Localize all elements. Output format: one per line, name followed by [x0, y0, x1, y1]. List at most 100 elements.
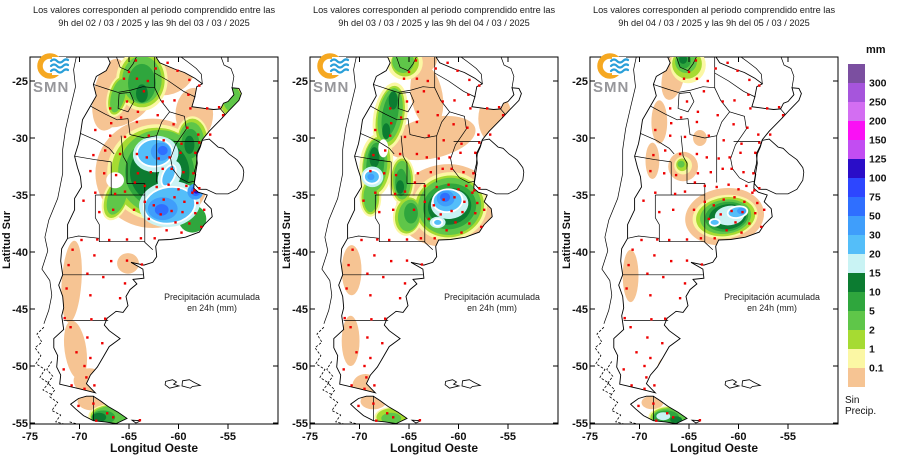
x-axis-title: Longitud Oeste — [110, 441, 198, 455]
map-title-line1: Los valores corresponden al periodo comp… — [593, 5, 835, 15]
legend-swatch-v5 — [848, 292, 865, 311]
map-frame — [29, 56, 279, 425]
logo-wave-icon — [49, 68, 70, 74]
station-dots — [342, 59, 505, 422]
map-svg-2: Los valores corresponden al periodo comp… — [281, 5, 559, 455]
legend-label: 300 — [869, 78, 887, 90]
legend-unit: mm — [866, 44, 886, 56]
smn-logo: SMN — [313, 53, 350, 96]
x-tick-label: -65 — [681, 431, 697, 443]
y-tick-label: -35 — [292, 190, 308, 202]
legend-no-precip-2: Precip. — [845, 406, 876, 417]
x-tick-label: -55 — [780, 431, 796, 443]
x-tick-label: -60 — [451, 431, 467, 443]
y-tick-label: -40 — [572, 247, 588, 259]
axes: -75 -70 -65 -60 -55 -25 -30 -35 -40 -45 -50 -55 Long… — [281, 57, 558, 455]
annotation-line1: Precipitación acumulada — [444, 292, 540, 302]
legend-swatch-v75 — [848, 178, 865, 197]
y-tick-label: -30 — [12, 133, 28, 145]
legend-label: 10 — [869, 287, 881, 299]
map-title-line2: 9h del 02 / 03 / 2025 y las 9h del 03 / … — [58, 18, 250, 28]
y-tick-label: -35 — [12, 190, 28, 202]
y-tick-label: -50 — [292, 361, 308, 373]
x-axis-title: Longitud Oeste — [670, 441, 758, 455]
legend-label: 125 — [869, 154, 887, 166]
y-tick-label: -30 — [292, 133, 308, 145]
legend-label: 50 — [869, 211, 881, 223]
province-borders — [62, 57, 235, 421]
legend-swatch-v300 — [848, 64, 865, 83]
y-tick-label: -50 — [12, 361, 28, 373]
x-tick-label: -60 — [171, 431, 187, 443]
map-svg-1: Los valores corresponden al periodo comp… — [1, 5, 279, 455]
province-borders — [342, 57, 515, 421]
y-tick-label: -45 — [572, 304, 588, 316]
logo-wave-icon — [609, 68, 630, 74]
legend-swatch-v50 — [848, 197, 865, 216]
legend-swatch-v125 — [848, 140, 865, 159]
smn-logo: SMN — [33, 53, 70, 96]
y-tick-label: -45 — [12, 304, 28, 316]
x-tick-label: -55 — [500, 431, 516, 443]
x-tick-label: -65 — [401, 431, 417, 443]
legend-swatch-v20 — [848, 235, 865, 254]
legend-swatch-v100 — [848, 159, 865, 178]
legend-swatch-v30 — [848, 216, 865, 235]
legend-label: 20 — [869, 249, 881, 261]
station-dots — [62, 59, 225, 422]
map-title-line2: 9h del 03 / 03 / 2025 y las 9h del 04 / … — [338, 18, 530, 28]
legend-swatch-v1 — [848, 330, 865, 349]
map-panel-2: Los valores corresponden al periodo comp… — [280, 0, 560, 455]
logo-wave-icon — [609, 58, 630, 64]
legend-label: 5 — [869, 306, 875, 318]
legend-label: 150 — [869, 135, 887, 147]
axes: -75 -70 -65 -60 -55 -25 -30 -35 -40 -45 -50 -55 Long… — [561, 57, 838, 455]
legend-label: 15 — [869, 268, 881, 280]
station-dots — [622, 59, 785, 422]
map-title-line1: Los valores corresponden al periodo comp… — [313, 5, 555, 15]
map-title-line2: 9h del 04 / 03 / 2025 y las 9h del 05 / … — [618, 18, 810, 28]
legend-swatch-v10 — [848, 273, 865, 292]
map-title-line1: Los valores corresponden al periodo comp… — [33, 5, 275, 15]
legend-label: 2 — [869, 325, 875, 337]
y-tick-label: -30 — [572, 133, 588, 145]
y-tick-label: -55 — [292, 418, 308, 430]
annotation-line1: Precipitación acumulada — [724, 292, 820, 302]
legend-label: 1 — [869, 344, 875, 356]
legend-swatch-v01 — [848, 349, 865, 368]
y-tick-label: -25 — [12, 76, 28, 88]
legend-swatch-v2 — [848, 311, 865, 330]
logo-wave-icon — [49, 58, 70, 64]
x-tick-label: -70 — [352, 431, 368, 443]
axes: -75 -70 -65 -60 -55 -25 -30 -35 -40 -45 -50 -55 Long… — [1, 57, 278, 455]
y-tick-label: -35 — [572, 190, 588, 202]
map-panel-3: Los valores corresponden al periodo comp… — [560, 0, 840, 455]
map-svg-3: Los valores corresponden al periodo comp… — [561, 5, 839, 455]
logo-text: SMN — [593, 79, 629, 96]
legend-swatch-v200 — [848, 102, 865, 121]
y-axis-title: Latitud Sur — [281, 210, 293, 269]
legend-label: 75 — [869, 192, 881, 204]
logo-wave-icon — [609, 63, 630, 69]
annotation-line1: Precipitación acumulada — [164, 292, 260, 302]
legend-swatch-v250 — [848, 83, 865, 102]
logo-text: SMN — [33, 79, 69, 96]
x-axis-title: Longitud Oeste — [390, 441, 478, 455]
y-tick-label: -40 — [292, 247, 308, 259]
x-tick-label: -55 — [220, 431, 236, 443]
y-tick-label: -25 — [292, 76, 308, 88]
logo-wave-icon — [329, 58, 350, 64]
y-tick-label: -55 — [572, 418, 588, 430]
logo-wave-icon — [329, 63, 350, 69]
legend-label: 250 — [869, 97, 887, 109]
annotation-line2: en 24h (mm) — [187, 303, 237, 313]
legend-svg: mm 300 250 200 150 125 100 75 50 30 20 15 10 5 2 1 0.1 Si… — [845, 44, 887, 417]
x-tick-label: -75 — [302, 431, 318, 443]
x-tick-label: -70 — [72, 431, 88, 443]
smn-logo: SMN — [593, 53, 630, 96]
x-tick-label: -60 — [731, 431, 747, 443]
province-borders — [622, 57, 795, 421]
legend-swatch-sin — [848, 368, 865, 387]
y-tick-label: -55 — [12, 418, 28, 430]
